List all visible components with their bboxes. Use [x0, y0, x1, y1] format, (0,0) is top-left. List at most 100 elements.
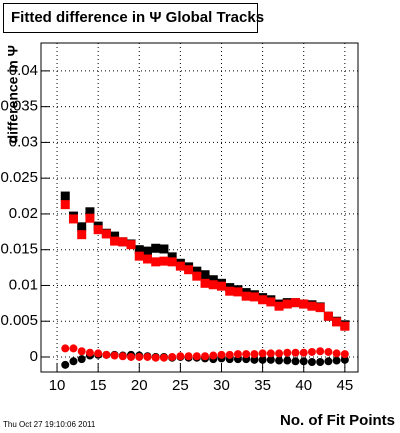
x-tick-label: 20 [131, 377, 148, 394]
marker-square [159, 244, 169, 254]
marker-circle [242, 350, 251, 359]
marker-circle [118, 352, 127, 361]
marker-square [282, 299, 292, 309]
marker-square [192, 266, 202, 276]
marker-square [101, 229, 111, 239]
marker-square [85, 207, 95, 217]
marker-circle [217, 350, 226, 359]
marker-square [249, 292, 259, 302]
marker-square [110, 236, 120, 246]
timestamp: Thu Oct 27 19:10:06 2011 [3, 420, 96, 429]
marker-circle [291, 357, 300, 366]
marker-square [77, 230, 87, 240]
marker-circle [275, 356, 284, 365]
marker-circle [332, 349, 341, 358]
x-tick-label: 30 [213, 377, 230, 394]
marker-square [118, 237, 128, 247]
marker-circle [151, 353, 160, 362]
marker-square [200, 270, 210, 280]
marker-square [192, 271, 202, 281]
marker-square [274, 301, 284, 311]
marker-circle [201, 352, 210, 361]
marker-circle [316, 347, 325, 356]
x-axis-label: No. of Fit Points [280, 412, 395, 429]
marker-circle [250, 355, 259, 364]
y-tick-label: 0.04 [9, 62, 38, 79]
marker-square [315, 303, 325, 313]
marker-circle [233, 350, 242, 359]
chart-title: Fitted difference in Ψ Global Tracks [11, 9, 264, 26]
marker-square [167, 257, 177, 267]
marker-square [159, 256, 169, 266]
marker-circle [307, 357, 316, 366]
marker-circle [192, 352, 201, 361]
y-tick-label: 0 [30, 348, 38, 365]
marker-circle [143, 352, 152, 361]
x-tick-label: 15 [90, 377, 107, 394]
marker-square [142, 254, 152, 264]
marker-square [85, 213, 95, 223]
marker-circle [168, 352, 177, 361]
marker-square [167, 252, 177, 262]
marker-circle [307, 347, 316, 356]
marker-circle [209, 351, 218, 360]
x-tick-label: 45 [336, 377, 353, 394]
marker-square [266, 297, 276, 307]
marker-square [291, 298, 301, 308]
marker-circle [135, 352, 144, 361]
marker-square [134, 245, 144, 255]
marker-circle [127, 352, 136, 361]
marker-circle [69, 357, 78, 366]
marker-square [225, 286, 235, 296]
marker-circle [258, 355, 267, 364]
marker-square [299, 299, 309, 309]
marker-circle [299, 348, 308, 357]
marker-square [142, 246, 152, 256]
y-tick-label: 0.015 [0, 241, 38, 258]
marker-square [307, 301, 317, 311]
marker-circle [266, 355, 275, 364]
marker-square [323, 311, 333, 321]
marker-circle [340, 355, 349, 364]
x-tick-label: 35 [254, 377, 271, 394]
x-tick-label: 25 [172, 377, 189, 394]
marker-circle [94, 349, 103, 358]
x-tick-label: 10 [49, 377, 66, 394]
marker-square [77, 222, 87, 232]
y-tick-label: 0.035 [0, 98, 38, 115]
marker-circle [291, 348, 300, 357]
marker-circle [316, 357, 325, 366]
marker-circle [258, 349, 267, 358]
plot-frame [40, 42, 359, 373]
marker-square [68, 214, 78, 224]
y-tick-label: 0.025 [0, 169, 38, 186]
marker-circle [159, 353, 168, 362]
marker-square [175, 261, 185, 271]
y-axis-label: difference in Ψ [5, 45, 21, 143]
y-tick-label: 0.01 [9, 276, 38, 293]
marker-circle [324, 347, 333, 356]
marker-circle [184, 352, 193, 361]
marker-circle [266, 349, 275, 358]
marker-square [184, 265, 194, 275]
marker-circle [77, 347, 86, 356]
marker-square [216, 281, 226, 291]
marker-circle [61, 344, 70, 353]
marker-square [134, 251, 144, 261]
marker-square [208, 275, 218, 285]
y-tick-label: 0.03 [9, 133, 38, 150]
marker-circle [283, 356, 292, 365]
marker-square [110, 231, 120, 241]
marker-circle [332, 356, 341, 365]
title-box [3, 3, 258, 33]
marker-circle [283, 348, 292, 357]
marker-circle [176, 352, 185, 361]
marker-square [332, 317, 342, 327]
marker-square [241, 291, 251, 301]
marker-square [233, 287, 243, 297]
marker-circle [225, 350, 234, 359]
x-tick-label: 40 [295, 377, 312, 394]
y-tick-label: 0.02 [9, 205, 38, 222]
